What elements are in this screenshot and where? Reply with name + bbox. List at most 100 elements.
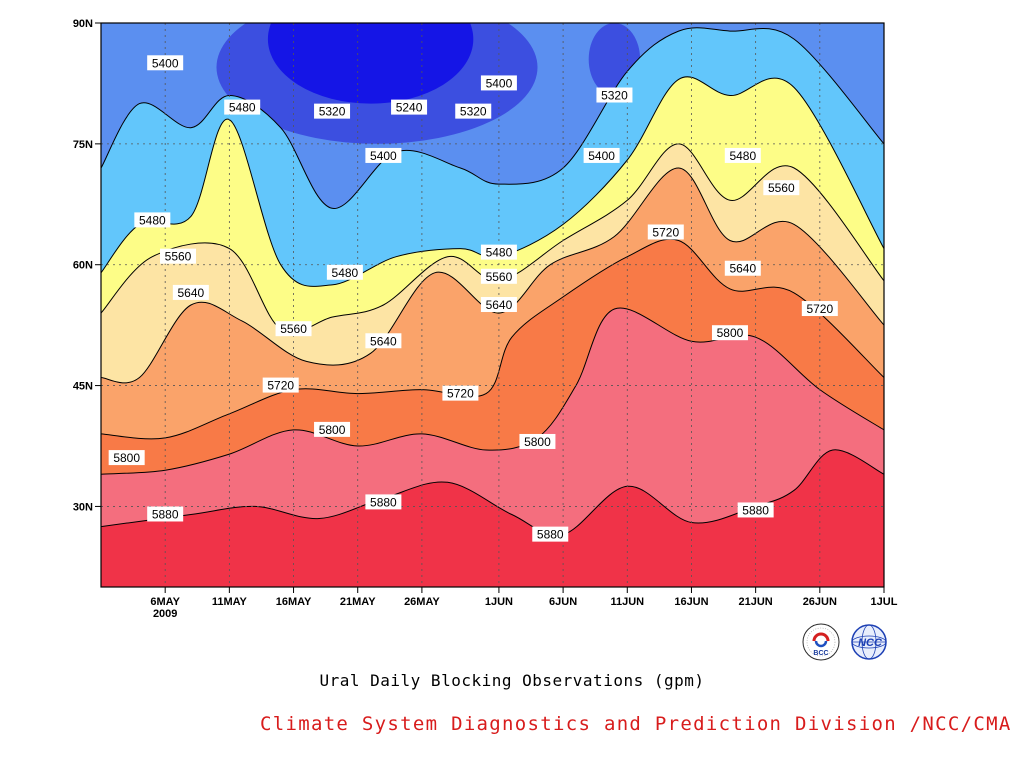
contour-label: 5560: [275, 321, 312, 337]
contour-label-text: 5320: [319, 105, 346, 119]
contour-label-bg: [314, 103, 351, 119]
contour-label-bg: [147, 506, 184, 522]
contour-label-text: 5720: [267, 379, 294, 393]
contour-label-text: 5480: [332, 266, 359, 280]
contour-label-bg: [583, 147, 620, 163]
contour-label-bg: [224, 99, 261, 115]
contour-label-text: 5560: [165, 250, 192, 264]
contour-label-bg: [480, 297, 517, 312]
x-tick-label: 1JUN: [485, 596, 513, 608]
credit-text: Climate System Diagnostics and Predictio…: [260, 713, 1012, 735]
contour-label-bg: [480, 75, 517, 91]
contour-label-text: 5720: [806, 302, 833, 316]
contour-label-text: 5720: [447, 387, 474, 401]
contour-label-bg: [737, 502, 774, 518]
contour-label-bg: [801, 301, 838, 317]
x-tick-label: 11JUN: [610, 596, 644, 608]
contour-label: 5880: [737, 502, 774, 518]
contour-label-text: 5800: [113, 451, 140, 465]
contour-label-bg: [326, 264, 363, 280]
contour-label: 5560: [480, 268, 517, 284]
contour-label-bg: [365, 147, 402, 163]
contour-label: 5800: [314, 421, 351, 437]
contour-label: 5560: [763, 180, 800, 196]
contour-label-text: 5480: [486, 246, 513, 260]
contour-label-bg: [391, 99, 428, 115]
contour-label-text: 5800: [319, 423, 346, 437]
contour-label: 5640: [365, 333, 402, 349]
contour-label: 5800: [519, 433, 556, 449]
contour-label-bg: [596, 87, 633, 103]
contour-label-text: 5640: [729, 262, 756, 276]
contour-label: 5400: [365, 147, 402, 163]
contour-label-bg: [480, 244, 517, 260]
contour-label-text: 5640: [370, 334, 397, 348]
contour-line-5880: [101, 449, 884, 536]
contour-label-bg: [711, 325, 748, 341]
x-tick-year: 2009: [153, 608, 177, 620]
contour-label-bg: [519, 433, 556, 449]
contour-label-text: 5880: [152, 507, 179, 521]
contour-fills: [101, 23, 884, 587]
contour-label-text: 5400: [152, 56, 179, 70]
contour-line-5400: [101, 27, 884, 209]
contour-line-5480: [101, 76, 884, 287]
contour-label-bg: [455, 103, 492, 119]
contour-label-text: 5800: [717, 326, 744, 340]
x-tick-label: 26JUN: [803, 596, 837, 608]
contour-label: 5720: [262, 377, 299, 393]
contour-label: 5720: [647, 224, 684, 240]
contour-label-text: 5560: [768, 181, 795, 195]
contour-label: 5480: [224, 99, 261, 115]
contour-label-bg: [480, 268, 517, 284]
contour-label-bg: [724, 260, 761, 276]
contour-label-bg: [763, 180, 800, 196]
x-tick-label: 11MAY: [212, 596, 248, 608]
x-tick-label: 16MAY: [276, 596, 312, 608]
contour-label-text: 5400: [370, 149, 397, 163]
contour-label-bg: [160, 248, 197, 264]
bcc-logo-icon: BCC: [802, 623, 840, 661]
contour-label-bg: [262, 377, 299, 393]
contour-label-text: 5880: [370, 495, 397, 509]
contour-label-text: 5400: [588, 149, 615, 163]
x-tick-label: 21JUN: [739, 596, 773, 608]
contour-label: 5480: [480, 244, 517, 260]
contour-label-text: 5800: [524, 435, 551, 449]
x-tick-label: 21MAY: [340, 596, 376, 608]
bcc-logo-text: BCC: [813, 650, 828, 657]
contour-line-5720: [101, 238, 884, 440]
contour-labels: 5400 5480 5320 5240 5320 5400 5320 5400 5400 5480…: [108, 55, 838, 542]
contour-label: 5880: [147, 506, 184, 522]
contour-label-bg: [108, 450, 145, 466]
contour-label: 5640: [172, 284, 209, 300]
contour-label-text: 5320: [460, 105, 487, 119]
contour-label-bg: [365, 333, 402, 349]
contour-label-text: 5480: [229, 101, 256, 115]
contour-label: 5400: [147, 55, 184, 71]
contour-label: 5800: [108, 450, 145, 466]
contour-label-bg: [172, 284, 209, 300]
contour-label-text: 5560: [486, 270, 513, 284]
contour-label-bg: [147, 55, 184, 71]
y-axis: 30N 45N 60N 75N 90N: [73, 18, 101, 513]
contour-band-5880: [101, 449, 884, 587]
contour-label-bg: [314, 421, 351, 437]
contour-label: 5480: [724, 147, 761, 163]
x-tick-label: 6JUN: [549, 596, 577, 608]
y-tick-label: 45N: [73, 381, 93, 393]
contour-label-text: 5480: [729, 149, 756, 163]
contour-label: 5640: [724, 260, 761, 276]
contour-label: 5240: [391, 99, 428, 115]
contour-label-bg: [442, 385, 479, 401]
contour-label-bg: [275, 321, 312, 337]
contour-label-bg: [724, 147, 761, 163]
ncc-logo-icon: NCC: [851, 624, 887, 660]
ncc-logo-text: NCC: [858, 637, 883, 649]
contour-label: 5720: [442, 385, 479, 401]
x-tick-label: 6MAY: [150, 596, 180, 608]
contour-label-bg: [134, 212, 171, 228]
contour-label-bg: [532, 526, 569, 542]
